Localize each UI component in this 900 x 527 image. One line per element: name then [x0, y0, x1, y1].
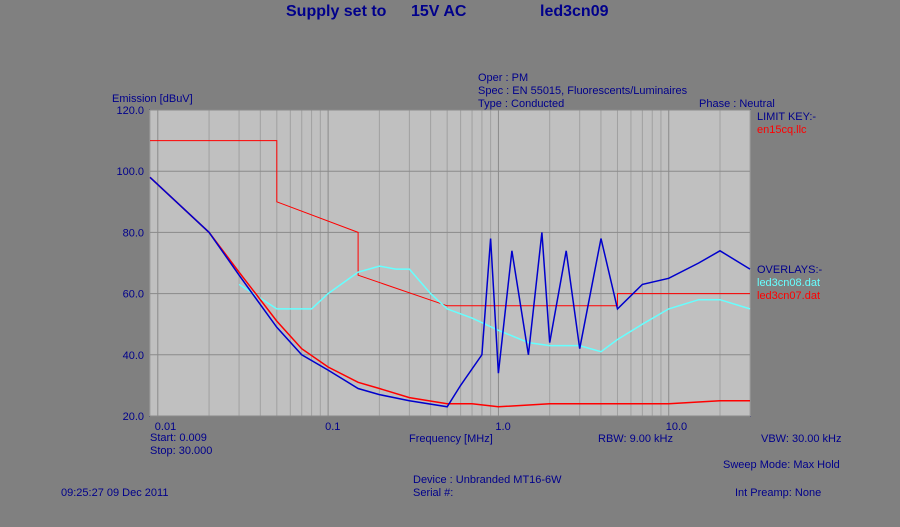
phase-info: Phase : Neutral: [699, 98, 775, 110]
y-axis-label: Emission [dBuV]: [112, 93, 193, 105]
supply-label: Supply set to: [286, 3, 387, 20]
x-tick-label: 10.0: [666, 421, 687, 433]
tick-labels: 0.01 0.1 1.0 10.0 20.0 40.0 60.0 80.0 100.0 120.0: [116, 105, 687, 433]
series-led3cn09: [149, 176, 751, 408]
series-en15cq-llc: [150, 140, 750, 307]
x-axis-label: Frequency [MHz]: [409, 433, 493, 445]
grid-lines: [149, 109, 751, 417]
rbw-value: RBW: 9.00 kHz: [598, 433, 673, 445]
serial-number: Serial #:: [413, 487, 454, 499]
device-name: Device : Unbranded MT16-6W: [413, 474, 562, 486]
int-preamp: Int Preamp: None: [735, 487, 822, 499]
y-tick-label: 100.0: [116, 166, 144, 178]
sweep-mode: Sweep Mode: Max Hold: [723, 459, 840, 471]
series-led3cn07-dat: [149, 176, 750, 408]
limit-key-title: LIMIT KEY:-: [757, 111, 817, 123]
y-tick-label: 60.0: [123, 289, 144, 301]
x-tick-label: 0.1: [325, 421, 340, 433]
series-led3cn08-dat: [238, 265, 751, 353]
timestamp: 09:25:27 09 Dec 2011: [61, 487, 169, 499]
x-tick-label: 1.0: [495, 421, 510, 433]
spec-info: Spec : EN 55015, Fluorescents/Luminaires: [478, 85, 688, 97]
y-tick-label: 40.0: [123, 350, 144, 362]
plot-area: [149, 109, 751, 417]
x-tick-label: 0.01: [155, 421, 176, 433]
series-layer: [149, 140, 751, 408]
stop-freq: Stop: 30.000: [150, 445, 213, 457]
start-freq: Start: 0.009: [150, 432, 207, 444]
overlay2-file: led3cn07.dat: [757, 290, 820, 302]
y-tick-label: 20.0: [123, 411, 144, 423]
overlay1-file: led3cn08.dat: [757, 277, 820, 289]
limit-key-file: en15cq.llc: [757, 124, 807, 136]
overlays-title: OVERLAYS:-: [757, 264, 823, 276]
supply-value: 15V AC: [411, 3, 467, 20]
y-tick-label: 120.0: [116, 105, 144, 117]
test-name: led3cn09: [540, 3, 609, 20]
oper-info: Oper : PM: [478, 72, 529, 84]
y-tick-label: 80.0: [123, 227, 144, 239]
type-info: Type : Conducted: [478, 98, 565, 110]
vbw-value: VBW: 30.00 kHz: [761, 433, 842, 445]
